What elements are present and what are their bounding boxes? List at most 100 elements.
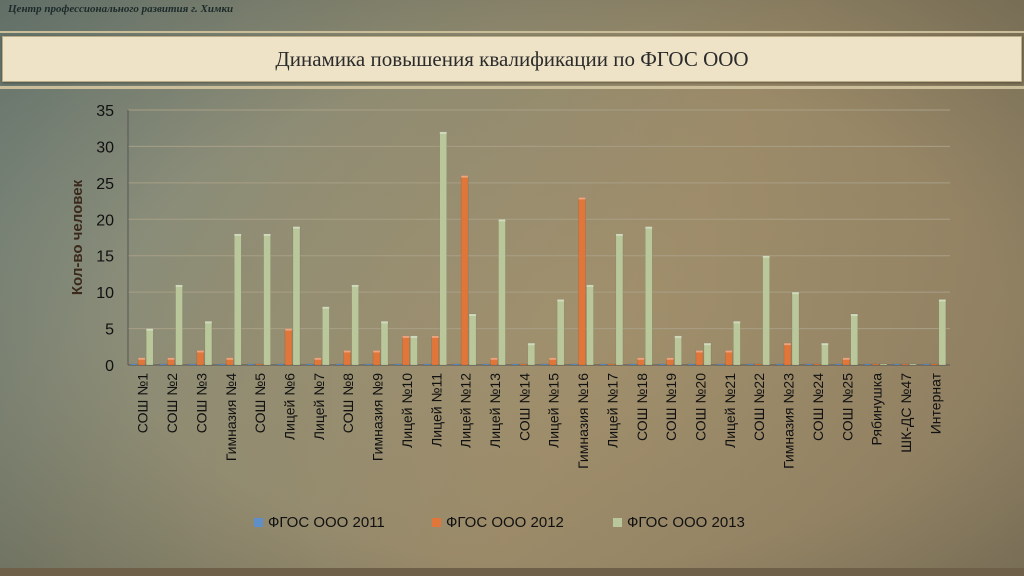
bar <box>930 363 939 366</box>
bar <box>431 335 439 366</box>
bar-highlight <box>373 350 381 353</box>
bar-highlight <box>167 357 175 360</box>
bar <box>901 363 909 366</box>
bar <box>372 350 381 366</box>
x-tick-label: СОШ №18 <box>634 373 650 441</box>
bar <box>821 342 829 366</box>
y-tick-label: 35 <box>96 103 114 120</box>
bar-highlight <box>733 321 741 324</box>
y-tick-label: 30 <box>96 139 114 156</box>
bar <box>762 255 770 366</box>
bar <box>637 357 645 366</box>
bar-highlight <box>578 197 586 200</box>
bar <box>687 363 696 366</box>
x-tick-label: СОШ №1 <box>135 373 151 433</box>
bar <box>607 363 616 366</box>
bar-highlight <box>351 284 359 287</box>
top-divider <box>0 31 1024 33</box>
bar-highlight <box>469 314 477 316</box>
bar <box>519 363 528 366</box>
bar <box>775 363 784 366</box>
bar <box>813 363 821 366</box>
bar-highlight <box>498 219 506 222</box>
bar <box>754 363 762 366</box>
bar-highlight <box>637 357 645 360</box>
bar <box>490 357 498 366</box>
bar <box>842 357 850 366</box>
x-tick-label: Лицей №17 <box>604 373 620 448</box>
x-tick-label: Гимназия №16 <box>575 373 591 469</box>
bar <box>909 363 917 366</box>
bar <box>599 363 608 366</box>
x-tick-label: СОШ №3 <box>193 373 209 433</box>
bar <box>402 335 410 366</box>
bar-highlight <box>226 357 234 360</box>
bar-highlight <box>175 284 183 287</box>
bar-highlight <box>725 350 733 353</box>
bar <box>805 363 813 366</box>
bar <box>364 363 373 366</box>
x-tick-label: Лицей №6 <box>281 373 297 440</box>
x-tick-label: СОШ №25 <box>839 373 855 441</box>
footer-strip <box>0 568 1024 576</box>
bar-highlight <box>292 226 300 229</box>
y-tick-label: 0 <box>105 358 114 375</box>
bar-highlight <box>615 233 623 236</box>
organization-name: Центр профессионального развития г. Химк… <box>8 3 234 15</box>
bar <box>725 350 733 366</box>
bar <box>204 321 213 366</box>
bar <box>556 299 565 366</box>
bar <box>717 363 725 366</box>
y-tick-label: 25 <box>96 176 114 193</box>
bar-highlight <box>549 357 557 360</box>
bar <box>159 363 167 366</box>
x-tick-label: СОШ №14 <box>516 373 532 441</box>
bar <box>922 363 931 366</box>
y-tick-label: 10 <box>96 285 114 302</box>
bar <box>129 363 138 366</box>
bar-highlight <box>703 343 711 346</box>
bar <box>255 363 263 366</box>
x-tick-label: Лицей №10 <box>399 373 415 448</box>
bar <box>234 233 242 366</box>
bar <box>938 299 947 366</box>
slide-title-bar: Динамика повышения квалификации по ФГОС … <box>2 36 1022 82</box>
bar <box>540 363 549 366</box>
bar-highlight <box>695 350 703 353</box>
x-tick-label: СОШ №22 <box>751 373 767 441</box>
bar-highlight <box>314 357 322 360</box>
bar-highlight <box>645 226 653 229</box>
bar-highlight <box>850 314 858 316</box>
bar <box>871 363 880 366</box>
x-tick-label: ШК-ДС №47 <box>898 373 914 453</box>
bar <box>460 175 469 366</box>
bar <box>145 328 154 366</box>
bar <box>394 363 402 366</box>
bar <box>570 363 578 366</box>
x-tick-label: Рябинушка <box>869 373 885 446</box>
bar-highlight <box>792 292 800 295</box>
bar-highlight <box>343 350 351 353</box>
bar-highlight <box>381 321 389 324</box>
x-tick-label: Лицей №21 <box>722 373 738 448</box>
x-tick-label: Лицей №7 <box>311 373 327 440</box>
title-divider <box>0 86 1024 89</box>
bar-chart: 0 5 10 15 20 25 30 35 Кол-во человек СОШ №1 СОШ №2… <box>69 103 950 531</box>
bar <box>276 363 285 366</box>
bar <box>733 321 741 366</box>
bar <box>746 363 754 366</box>
bar <box>218 363 226 366</box>
bar <box>578 197 586 366</box>
x-tick-label: СОШ №2 <box>164 373 180 433</box>
bar <box>468 313 477 366</box>
slide-title: Динамика повышения квалификации по ФГОС … <box>275 46 749 71</box>
bar <box>615 233 624 366</box>
bar <box>548 357 557 366</box>
x-tick-label: СОШ №24 <box>810 373 826 441</box>
bar <box>188 363 197 366</box>
bar <box>666 357 674 366</box>
bar <box>439 131 447 366</box>
bar-highlight <box>461 175 469 178</box>
x-tick-label: Гимназия №9 <box>370 373 386 461</box>
legend-label: ФГОС ООО 2013 <box>627 514 745 531</box>
